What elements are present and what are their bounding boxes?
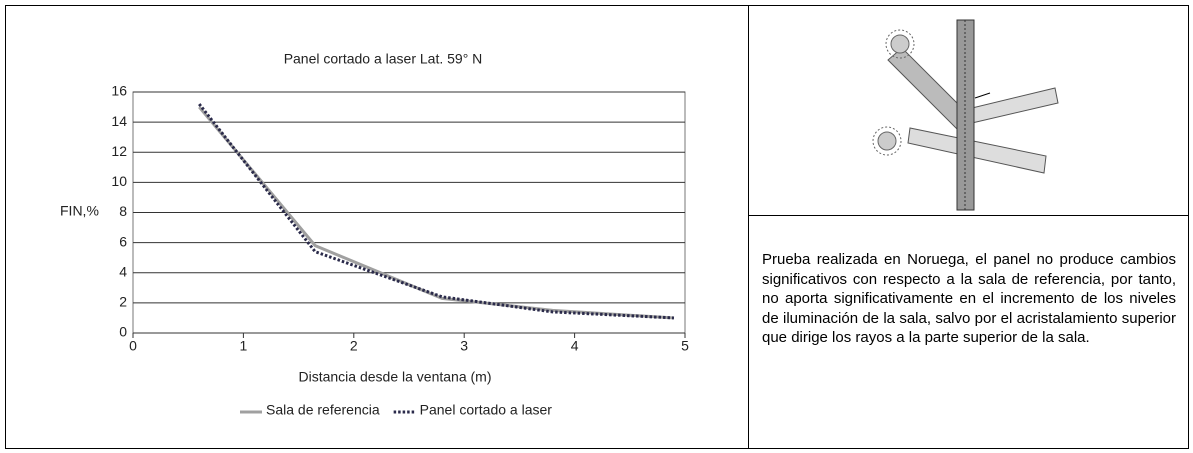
y-tick-label: 10: [111, 173, 127, 189]
y-tick-label: 6: [119, 233, 127, 249]
y-tick-label: 2: [119, 294, 127, 310]
y-tick-label: 14: [111, 113, 127, 129]
y-tick-label: 12: [111, 143, 127, 159]
y-tick-label: 0: [119, 324, 127, 340]
x-tick-label: 2: [350, 338, 358, 354]
arrow: [974, 92, 991, 99]
x-tick-label: 1: [240, 338, 248, 354]
y-axis-label: FIN,%: [60, 203, 99, 219]
text-cell: [748, 215, 1189, 449]
y-tick-label: 4: [119, 263, 127, 279]
chart: Panel cortado a laser Lat. 59° N Distanc…: [60, 51, 689, 418]
x-tick-label: 3: [460, 338, 468, 354]
x-axis-label: Distancia desde la ventana (m): [299, 369, 492, 385]
x-tick-label: 0: [129, 338, 137, 354]
sun-rays: [872, 29, 915, 156]
sun: [877, 34, 910, 151]
x-tick-label: 4: [571, 338, 579, 354]
description: Prueba realizada en Noruega, el panel no…: [762, 251, 1176, 347]
x-tick-label: 5: [681, 338, 689, 354]
legend-label: Panel cortado a laser: [420, 402, 553, 418]
beam: [907, 127, 1047, 174]
chart-title: Panel cortado a laser Lat. 59° N: [284, 51, 483, 67]
legend-label: Sala de referencia: [266, 402, 380, 418]
beam: [971, 87, 1059, 124]
series-line: [198, 103, 675, 320]
diagram: [872, 19, 1059, 211]
y-tick-label: 8: [119, 203, 127, 219]
y-tick-label: 16: [111, 83, 127, 99]
